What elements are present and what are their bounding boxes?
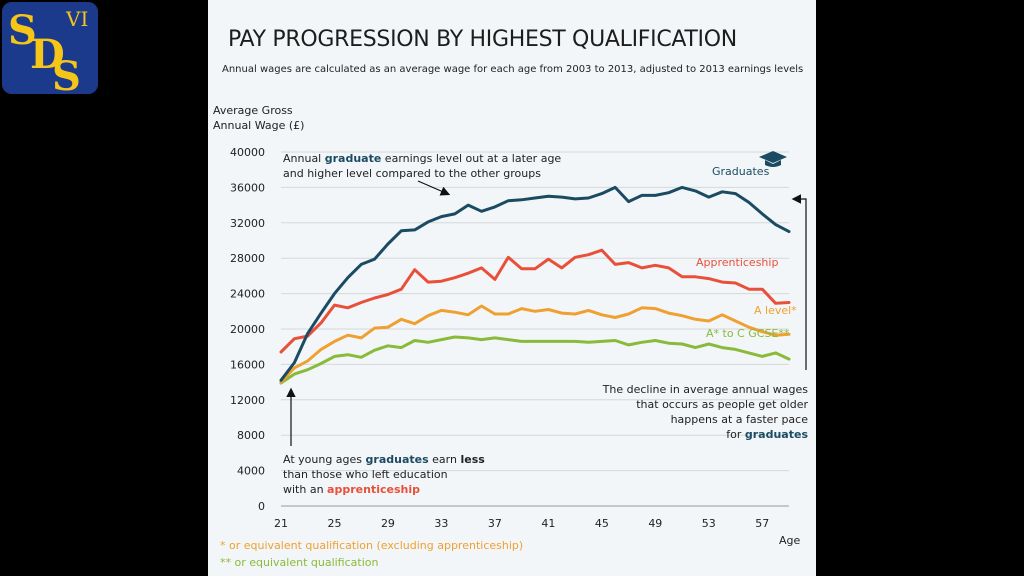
graduation-cap-icon	[759, 151, 787, 167]
y-tick-label: 36000	[230, 181, 265, 194]
x-tick-label: 25	[327, 517, 341, 530]
infographic-panel	[208, 0, 816, 576]
y-tick-label: 8000	[237, 429, 265, 442]
y-tick-label: 40000	[230, 146, 265, 159]
x-tick-label: 21	[274, 517, 288, 530]
svg-text:D: D	[30, 31, 65, 78]
y-tick-label: 16000	[230, 358, 265, 371]
series-line-gcse	[279, 335, 791, 385]
svg-text:S: S	[8, 7, 37, 54]
y-tick-label: 0	[258, 500, 265, 513]
footnote-gcse: ** or equivalent qualification	[220, 556, 379, 569]
svg-text:S: S	[52, 53, 81, 94]
x-tick-label: 53	[702, 517, 716, 530]
series-label-gcse: A* to C GCSE**	[706, 327, 790, 340]
series-line-apprenticeship	[279, 248, 791, 354]
x-tick-label: 49	[648, 517, 662, 530]
footnote-alevel: * or equivalent qualification (excluding…	[220, 539, 524, 552]
y-tick-label: 28000	[230, 252, 265, 265]
series-line-alevel	[279, 304, 791, 384]
annotation-young-graduates-earn-less: At young ages graduates earn less than t…	[283, 453, 485, 496]
annotation-graduates-level-out: Annual graduate earnings level out at a …	[283, 152, 562, 180]
y-tick-label: 24000	[230, 288, 265, 301]
series-label-graduates: Graduates	[712, 165, 770, 178]
x-tick-label: 45	[595, 517, 609, 530]
series-label-alevel: A level*	[754, 304, 797, 317]
x-tick-label: 37	[488, 517, 502, 530]
x-tick-label: 57	[755, 517, 769, 530]
chart-subtitle: Annual wages are calculated as an averag…	[222, 64, 804, 75]
y-axis-label-line2: Annual Wage (£)	[213, 119, 305, 132]
series-label-apprenticeship: Apprenticeship	[696, 256, 779, 269]
svg-text:VI: VI	[65, 7, 88, 31]
x-axis-label: Age	[779, 534, 801, 547]
series-line-graduates	[279, 185, 791, 382]
y-axis-label-line1: Average Gross	[213, 104, 293, 117]
x-tick-label: 33	[434, 517, 448, 530]
y-tick-label: 32000	[230, 217, 265, 230]
annotation-decline-faster: The decline in average annual wages that…	[602, 383, 808, 441]
x-tick-label: 29	[381, 517, 395, 530]
x-tick-label: 41	[541, 517, 555, 530]
y-tick-label: 4000	[237, 465, 265, 478]
y-tick-label: 12000	[230, 394, 265, 407]
arrow-top	[417, 180, 451, 196]
school-logo: S D S VI	[2, 2, 98, 94]
chart-title: PAY PROGRESSION BY HIGHEST QUALIFICATION	[228, 27, 737, 52]
arrow-right	[791, 194, 807, 370]
y-tick-label: 20000	[230, 323, 265, 336]
